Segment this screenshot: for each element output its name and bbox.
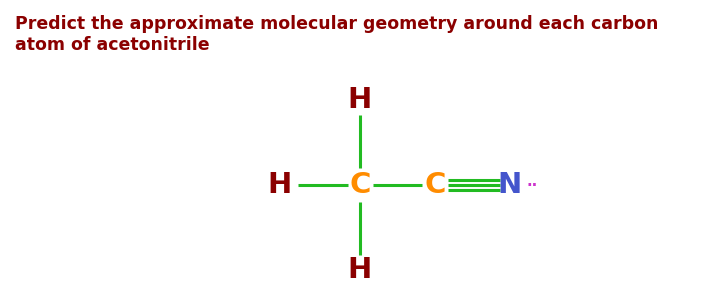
Text: H: H bbox=[348, 86, 372, 114]
Text: C: C bbox=[349, 171, 370, 199]
Text: Predict the approximate molecular geometry around each carbon
atom of acetonitri: Predict the approximate molecular geomet… bbox=[15, 15, 658, 54]
Text: C: C bbox=[425, 171, 445, 199]
Text: H: H bbox=[348, 256, 372, 284]
Text: ··: ·· bbox=[527, 178, 538, 193]
Text: N: N bbox=[498, 171, 522, 199]
Text: H: H bbox=[268, 171, 292, 199]
